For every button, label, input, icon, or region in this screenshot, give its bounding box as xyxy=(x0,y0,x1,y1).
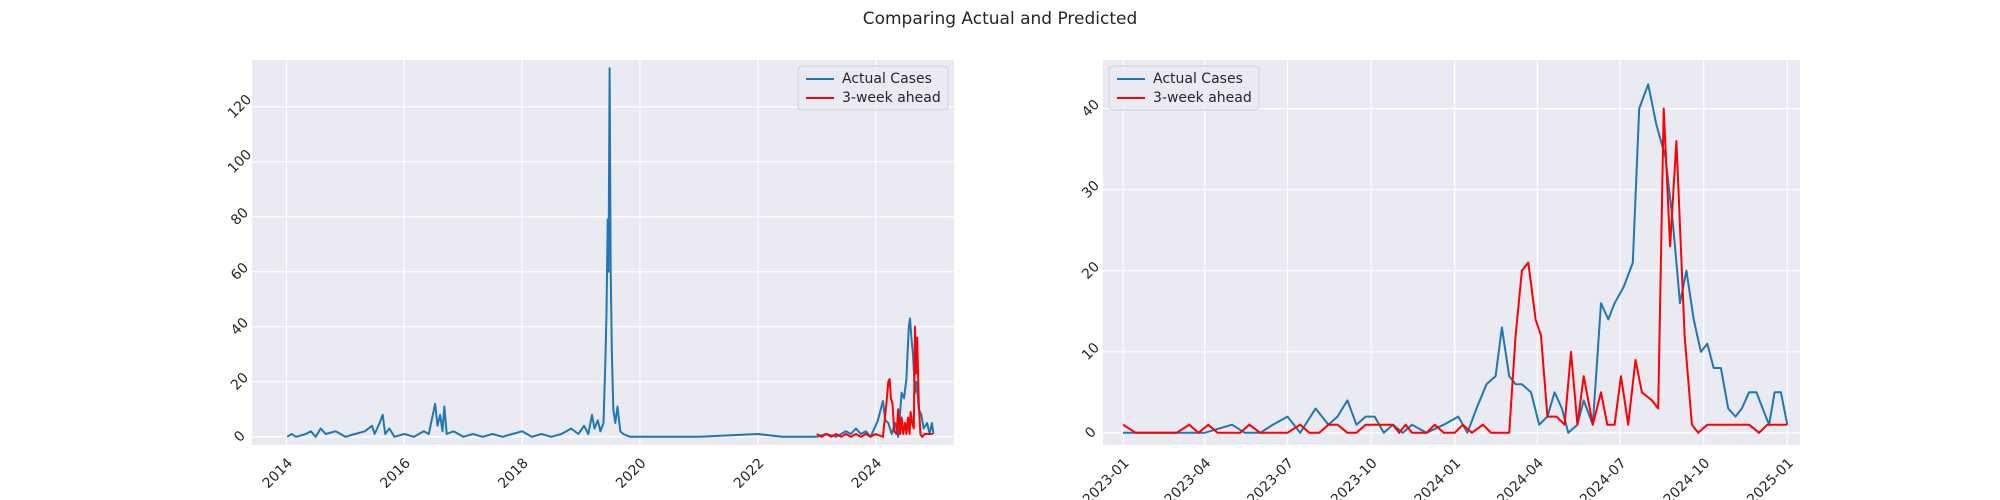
series-line-actual xyxy=(1123,83,1789,434)
legend-label: 3-week ahead xyxy=(842,90,941,106)
x-tick-label: 2024-01 xyxy=(1412,455,1465,500)
x-tick-label: 2020 xyxy=(613,455,650,492)
x-tick-label: 2024-10 xyxy=(1661,455,1714,500)
legend-box xyxy=(1108,65,1260,111)
x-tick-label: 2023-07 xyxy=(1244,455,1297,500)
y-tick-label: 20 xyxy=(1079,259,1103,283)
y-tick-label: 0 xyxy=(231,428,249,446)
legend-label: Actual Cases xyxy=(1153,71,1243,87)
y-tick-label: 40 xyxy=(228,315,252,339)
x-tick-label: 2016 xyxy=(377,455,414,492)
y-tick-label: 10 xyxy=(1079,340,1103,364)
x-tick-label: 2022 xyxy=(731,455,768,492)
legend: Actual Cases 3-week ahead xyxy=(1108,65,1260,111)
x-tick-label: 2018 xyxy=(495,455,532,492)
plot-area xyxy=(1103,60,1800,445)
legend-box xyxy=(797,65,949,111)
series-line-predicted xyxy=(1122,107,1788,434)
y-tick-label: 120 xyxy=(225,92,255,122)
legend: Actual Cases 3-week ahead xyxy=(797,65,949,111)
x-tick-label: 2025-01 xyxy=(1744,455,1797,500)
x-tick-label: 2014 xyxy=(260,455,297,492)
x-tick-label: 2024 xyxy=(849,455,886,492)
x-tick-label: 2024-07 xyxy=(1577,455,1630,500)
y-tick-label: 40 xyxy=(1079,97,1103,121)
x-tick-label: 2024-04 xyxy=(1494,455,1547,500)
x-tick-label: 2023-01 xyxy=(1080,455,1133,500)
y-tick-label: 30 xyxy=(1079,178,1103,202)
chart-left: 2014 2016 2018 2020 2022 2024 0 20 40 60 80 100 120 A… xyxy=(225,60,954,492)
y-tick-label: 20 xyxy=(228,370,252,394)
y-tick-label: 100 xyxy=(225,147,255,177)
plot-area xyxy=(252,60,954,445)
x-tick-label: 2023-10 xyxy=(1328,455,1381,500)
y-tick-label: 80 xyxy=(228,205,252,229)
series-line-predicted xyxy=(816,325,933,438)
y-tick-label: 0 xyxy=(1082,424,1100,442)
figure-title: Comparing Actual and Predicted xyxy=(863,9,1138,29)
legend-label: Actual Cases xyxy=(842,71,932,87)
chart-right: 2023-01 2023-04 2023-07 2023-10 2024-01 2024-… xyxy=(1079,60,1800,500)
x-tick-label: 2023-04 xyxy=(1162,455,1215,500)
y-tick-label: 60 xyxy=(228,260,252,284)
legend-label: 3-week ahead xyxy=(1153,90,1252,106)
